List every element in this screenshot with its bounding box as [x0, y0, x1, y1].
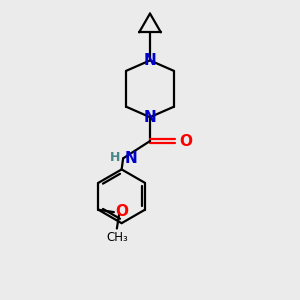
Text: O: O [179, 134, 192, 148]
Text: O: O [116, 204, 129, 219]
Text: N: N [144, 53, 156, 68]
Text: H: H [110, 151, 121, 164]
Text: N: N [124, 151, 137, 166]
Text: N: N [144, 110, 156, 125]
Text: CH₃: CH₃ [106, 231, 128, 244]
